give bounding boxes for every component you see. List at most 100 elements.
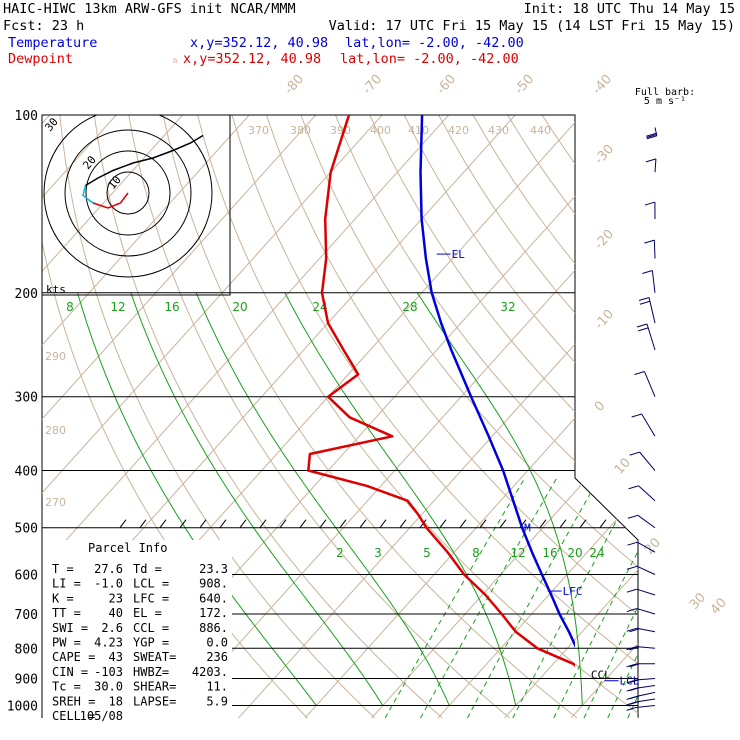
hatch-mark <box>339 519 347 529</box>
hodograph-trace <box>85 134 204 187</box>
parcel-info-cell: HWBZ= <box>133 665 169 679</box>
legend-temperature-xy: x,y=352.12, 40.98 <box>190 35 328 51</box>
wind-barb <box>628 485 656 502</box>
wind-barb-flag <box>627 514 639 519</box>
temperature-trace <box>419 115 575 648</box>
mixing-ratio-line <box>420 478 562 718</box>
wind-barb <box>636 323 656 351</box>
isotherm-line <box>371 115 638 718</box>
parcel-info-cell: 23 <box>109 591 123 605</box>
parcel-info-cell: 30.0 <box>94 680 123 694</box>
wind-barb-staff <box>654 127 658 136</box>
hatch-mark <box>179 519 187 529</box>
hodograph-ring <box>106 171 150 215</box>
parcel-info-cell: 23.3 <box>199 562 228 576</box>
isotherm-label: 10 <box>612 455 634 477</box>
parcel-info-cell: 236 <box>206 650 228 664</box>
mixing-ratio-line <box>384 478 530 718</box>
wind-barb <box>626 663 655 668</box>
wind-barb-staff <box>636 565 656 575</box>
wind-barb-staff <box>636 698 656 703</box>
mixing-ratio-label: 20 <box>232 300 247 314</box>
wind-barb-flag <box>626 588 638 593</box>
header-forecast: Fcst: 23 h <box>3 18 84 34</box>
mixing-ratio-label: 28 <box>402 300 417 314</box>
isotherm-label: -10 <box>592 307 617 333</box>
hatch-mark <box>459 519 467 529</box>
wind-barb-flag <box>636 323 648 328</box>
el-marker: EL <box>452 248 466 261</box>
wind-barb-staff <box>636 704 656 708</box>
wind-barb-staff <box>641 413 656 437</box>
hodograph-ring <box>64 129 192 257</box>
wind-barb-staff <box>644 371 656 397</box>
wind-barb <box>627 541 656 553</box>
hatch-mark <box>139 519 147 529</box>
dry-adiabat-line <box>266 115 638 718</box>
mixing-ratio-label: 2 <box>336 546 344 560</box>
hodograph-frame <box>41 114 231 296</box>
pressure-tick-label: 900 <box>15 672 38 687</box>
isotherm-label: 30 <box>687 590 709 612</box>
wind-barb <box>644 201 656 219</box>
parcel-info-cell: YGP = <box>133 636 169 650</box>
mixing-ratio-line <box>466 478 604 718</box>
parcel-info-cell: 18 <box>109 694 123 708</box>
wind-barb-flag <box>646 134 657 138</box>
hatch-mark <box>219 519 227 529</box>
mixing-ratio-label: 24 <box>589 546 604 560</box>
parcel-info-cell: CAPE = <box>52 650 95 664</box>
isotherm-line <box>437 115 638 718</box>
dewpoint-trace <box>307 115 575 668</box>
hatch-mark <box>159 519 167 529</box>
wind-barb-staff <box>637 514 656 529</box>
header-title: HAIC-HIWC 13km ARW-GFS init NCAR/MMM <box>3 1 296 17</box>
barb-legend-line2: 5 m s⁻¹ <box>644 96 686 107</box>
wind-barb-flag <box>642 269 653 274</box>
mixing-ratio-label: 12 <box>510 546 525 560</box>
parcel-info-cell: 27.6 <box>94 562 123 576</box>
wind-barb <box>638 296 656 324</box>
mixing-ratio-label: 8 <box>66 300 74 314</box>
wind-barb-staff <box>646 323 656 351</box>
wind-barb-staff <box>636 646 656 649</box>
wind-barb <box>626 704 656 711</box>
hatch-mark <box>259 519 267 529</box>
hodograph-upper-trace <box>82 185 94 204</box>
parcel-info-cell: SHEAR= <box>133 680 176 694</box>
wind-barb-flag <box>626 627 637 632</box>
legend-dewpoint-latlon: lat,lon= -2.00, -42.00 <box>340 51 519 67</box>
parcel-info-cell: 640. <box>199 591 228 605</box>
potential-temp-label: 380 <box>290 124 311 137</box>
wind-barb-staff <box>651 270 656 293</box>
pressure-tick-label: 500 <box>15 522 38 537</box>
hatch-mark <box>439 519 447 529</box>
wind-barb-flag <box>639 300 651 305</box>
hodograph-lower-trace <box>92 192 129 209</box>
parcel-info-cell: 4.23 <box>94 636 123 650</box>
wind-barb-staff <box>636 588 656 596</box>
mixing-ratio-line <box>607 478 638 718</box>
isotherm-line <box>304 115 638 718</box>
isotherm-label: -20 <box>592 227 617 253</box>
hodograph-ring-label: 20 <box>80 153 98 172</box>
mixing-ratio-label: 3 <box>374 546 382 560</box>
isotherm-line <box>238 115 638 718</box>
wind-barb <box>629 451 656 471</box>
pressure-tick-label: 200 <box>15 287 38 302</box>
mixing-ratio-label: 32 <box>500 300 515 314</box>
dry-adiabat-line <box>541 115 638 718</box>
mixing-ratio-line <box>627 478 638 718</box>
potential-temp-label: 270 <box>45 496 66 509</box>
wind-barb-flag <box>629 646 640 651</box>
wind-barb <box>646 127 658 140</box>
parcel-info-cell: K = <box>52 591 74 605</box>
potential-temp-label: 440 <box>530 124 551 137</box>
parcel-info-cell: TT = <box>52 606 81 620</box>
wind-barb-staff <box>636 627 656 633</box>
lcl-marker: LCL <box>620 675 640 688</box>
dry-adiabat-line <box>197 115 638 718</box>
parcel-info-cell: 4203. <box>192 665 228 679</box>
hatch-mark <box>499 519 507 529</box>
